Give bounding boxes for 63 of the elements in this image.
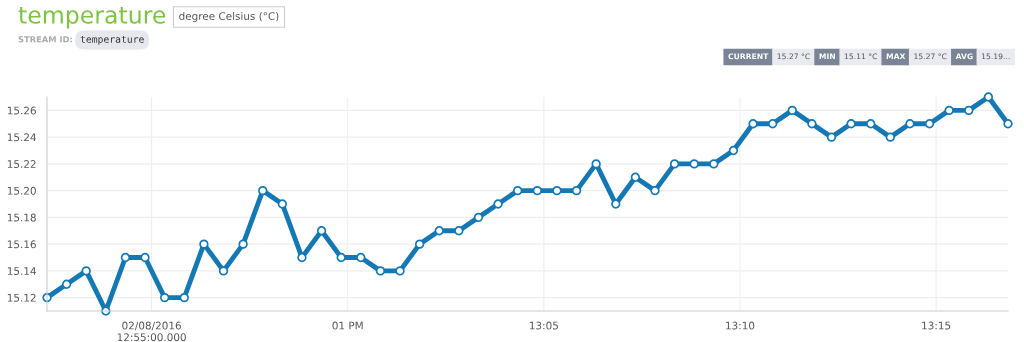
point bbox=[375, 266, 386, 276]
point bbox=[748, 119, 758, 129]
point bbox=[218, 266, 229, 276]
point bbox=[669, 159, 680, 169]
point bbox=[395, 266, 405, 276]
chart-title: temperature bbox=[18, 6, 166, 29]
point bbox=[650, 185, 660, 196]
point bbox=[81, 266, 91, 276]
point bbox=[552, 185, 562, 196]
point bbox=[316, 226, 327, 236]
point bbox=[513, 185, 523, 196]
point bbox=[866, 119, 876, 129]
point bbox=[414, 239, 425, 249]
y-tick-label: 15.14 bbox=[7, 267, 36, 275]
point bbox=[61, 279, 72, 289]
point bbox=[473, 212, 484, 223]
point bbox=[1003, 119, 1013, 129]
point bbox=[944, 105, 954, 116]
point bbox=[787, 105, 797, 116]
x-tick-label: 02/08/2016 12:55:00.000 bbox=[117, 321, 186, 342]
text: temperature bbox=[80, 35, 144, 45]
point bbox=[630, 172, 641, 182]
y-tick-label: 15.16 bbox=[7, 240, 36, 249]
point bbox=[238, 239, 248, 249]
point bbox=[983, 92, 994, 102]
point bbox=[826, 132, 837, 142]
x-tick-label: 01 PM bbox=[332, 321, 363, 330]
y-tick-label: 15.24 bbox=[7, 133, 36, 142]
point bbox=[258, 185, 268, 196]
point bbox=[120, 252, 131, 263]
point bbox=[964, 105, 974, 116]
point bbox=[140, 252, 150, 263]
y-tick-label: 15.22 bbox=[7, 160, 36, 168]
point bbox=[689, 159, 699, 169]
point bbox=[767, 119, 778, 129]
x-tick-label: 13:15 bbox=[922, 321, 951, 330]
point bbox=[277, 199, 288, 209]
point bbox=[571, 185, 582, 196]
text: STREAM ID: bbox=[18, 36, 72, 43]
point bbox=[709, 159, 719, 169]
y-tick-label: 15.20 bbox=[7, 186, 36, 195]
point bbox=[591, 159, 601, 169]
point bbox=[199, 239, 209, 249]
point bbox=[454, 226, 464, 236]
point bbox=[846, 119, 856, 129]
point bbox=[924, 119, 935, 129]
point bbox=[728, 145, 739, 156]
y-tick-label: 15.12 bbox=[7, 293, 36, 302]
x-tick-label: 13:05 bbox=[529, 321, 558, 330]
y-tick-label: 15.18 bbox=[7, 213, 36, 222]
point bbox=[493, 199, 503, 209]
point bbox=[885, 132, 895, 142]
y-tick-label: 15.26 bbox=[7, 106, 36, 115]
point bbox=[434, 226, 444, 236]
point bbox=[160, 292, 170, 303]
point bbox=[336, 252, 346, 263]
chart-subtitle: degree Celsius (°C) bbox=[179, 11, 279, 23]
point bbox=[532, 185, 542, 196]
point bbox=[807, 119, 817, 129]
point bbox=[905, 119, 915, 129]
x-tick-label: 13:10 bbox=[726, 321, 755, 330]
point bbox=[179, 292, 189, 303]
point bbox=[356, 252, 366, 263]
